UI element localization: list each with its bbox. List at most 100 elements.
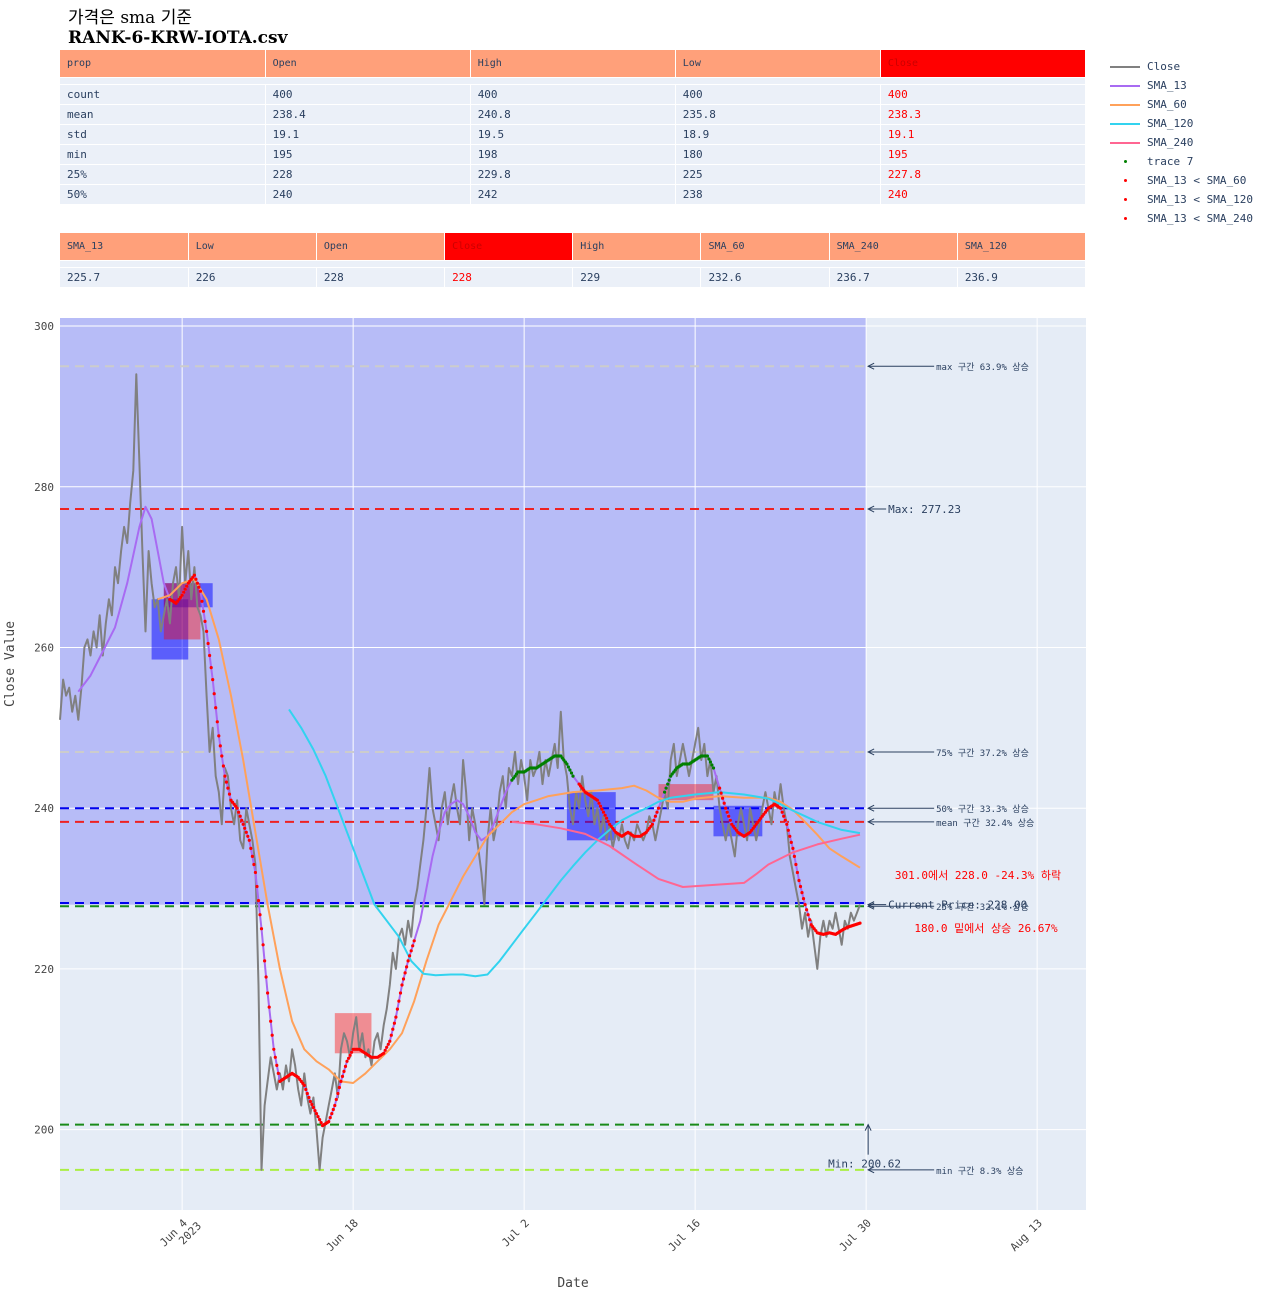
annotation-label: max 구간 63.9% 상승	[936, 362, 1029, 373]
stats-cell: mean	[60, 104, 266, 125]
marker-dot	[727, 814, 731, 818]
marker-dot	[663, 790, 667, 794]
marker-dot	[276, 1071, 280, 1075]
marker-dot	[601, 810, 606, 814]
marker-dot	[394, 1015, 398, 1019]
marker-dot	[783, 818, 787, 822]
marker-dot	[308, 1099, 312, 1104]
stats-header-cell: prop	[60, 50, 266, 78]
table-row: 25% 228 229.8 225 227.8	[60, 164, 1087, 185]
latest-cell: 228	[316, 267, 446, 288]
legend-swatch	[1110, 213, 1140, 225]
stats-cell-highlight: 195	[880, 144, 1087, 165]
marker-dot	[217, 734, 221, 738]
x-tick-label: Jun 18	[324, 1217, 361, 1254]
marker-dot	[789, 840, 793, 845]
marker-dot	[192, 573, 196, 577]
marker-dot	[263, 959, 267, 963]
marker-dot	[603, 813, 607, 817]
marker-dot	[345, 1059, 349, 1063]
marker-dot	[201, 609, 206, 613]
marker-dot	[386, 1042, 390, 1046]
marker-dot	[224, 780, 228, 784]
marker-dot	[797, 878, 801, 883]
annotation-arrowhead	[867, 818, 875, 826]
marker-dot	[340, 1074, 345, 1078]
annotation-label: Min: 200.62	[828, 1158, 901, 1171]
annotation-arrowhead	[867, 362, 875, 370]
legend-item[interactable]: SMA_13 < SMA_120	[1110, 190, 1253, 209]
stats-cell: 50%	[60, 184, 266, 205]
marker-dot	[313, 1109, 317, 1113]
legend-item[interactable]: SMA_13	[1110, 76, 1253, 95]
marker-dot	[331, 1107, 335, 1112]
stats-cell-highlight: 19.1	[880, 124, 1087, 145]
legend-label: SMA_13 < SMA_60	[1147, 174, 1247, 187]
marker-dot	[267, 1005, 271, 1009]
legend-item[interactable]: SMA_13 < SMA_240	[1110, 209, 1253, 228]
marker-dot	[707, 757, 711, 761]
marker-dot	[400, 983, 404, 987]
marker-dot	[244, 830, 248, 834]
series-line-sma-120	[288, 708, 861, 978]
stats-cell-highlight: 238.3	[880, 104, 1087, 125]
legend-swatch	[1110, 156, 1140, 168]
marker-dot	[412, 939, 416, 943]
stats-cell: 25%	[60, 164, 266, 185]
latest-cell: 229	[572, 267, 702, 288]
legend-label: SMA_13 < SMA_240	[1147, 212, 1253, 225]
legend-item[interactable]: SMA_120	[1110, 114, 1253, 133]
latest-cell: 236.7	[829, 267, 958, 288]
stats-cell: min	[60, 144, 266, 165]
marker-dot	[788, 834, 792, 838]
legend-label: SMA_60	[1147, 98, 1187, 111]
marker-dot	[391, 1027, 395, 1031]
stats-cell: 238	[675, 184, 881, 205]
marker-dot	[258, 913, 262, 917]
stats-cell: 198	[470, 144, 676, 165]
x-tick-label: Jul 30	[837, 1217, 874, 1254]
annotation-label: 25% 구간 32.1% 상승	[936, 902, 1029, 913]
marker-dot	[800, 891, 804, 895]
legend-item[interactable]: SMA_240	[1110, 133, 1253, 152]
latest-values-table: SMA_13 Low Open Close High SMA_60 SMA_24…	[60, 233, 1087, 288]
marker-dot	[808, 918, 812, 922]
x-axis-title: Date	[557, 1276, 588, 1291]
marker-dot	[198, 589, 203, 593]
marker-dot	[652, 818, 656, 822]
marker-dot	[406, 959, 410, 963]
marker-dot	[805, 908, 809, 912]
legend-item[interactable]: SMA_60	[1110, 95, 1253, 114]
latest-cell: 226	[188, 267, 317, 288]
highlight-box	[658, 784, 714, 801]
marker-dot	[214, 706, 218, 710]
marker-dot	[333, 1103, 337, 1108]
marker-dot	[310, 1102, 314, 1107]
marker-dot	[227, 792, 232, 796]
annotation-arrowhead	[867, 505, 875, 513]
marker-dot	[571, 774, 575, 778]
legend-item[interactable]: SMA_13 < SMA_60	[1110, 171, 1253, 190]
x-tick-label: Jul 16	[666, 1217, 703, 1254]
marker-dot	[205, 629, 209, 634]
marker-dot	[241, 822, 245, 826]
marker-dot	[270, 1033, 274, 1037]
y-tick-label: 280	[34, 481, 54, 494]
marker-dot	[336, 1091, 340, 1096]
marker-dot	[334, 1097, 338, 1102]
latest-header-cell: SMA_60	[700, 233, 830, 261]
marker-dot	[597, 801, 601, 805]
marker-dot	[409, 949, 413, 953]
latest-cell: 236.9	[957, 267, 1087, 288]
legend-item[interactable]: Close	[1110, 57, 1253, 76]
annotation-arrowhead	[867, 902, 875, 910]
marker-dot	[218, 744, 222, 748]
marker-dot	[395, 1007, 399, 1011]
latest-header-cell-highlight: Close	[444, 233, 574, 261]
marker-dot	[197, 585, 201, 589]
stats-cell-highlight: 227.8	[880, 164, 1087, 185]
marker-dot	[272, 1047, 276, 1051]
marker-dot	[261, 943, 265, 947]
spacer	[60, 77, 1086, 85]
legend-item[interactable]: trace 7	[1110, 152, 1253, 171]
